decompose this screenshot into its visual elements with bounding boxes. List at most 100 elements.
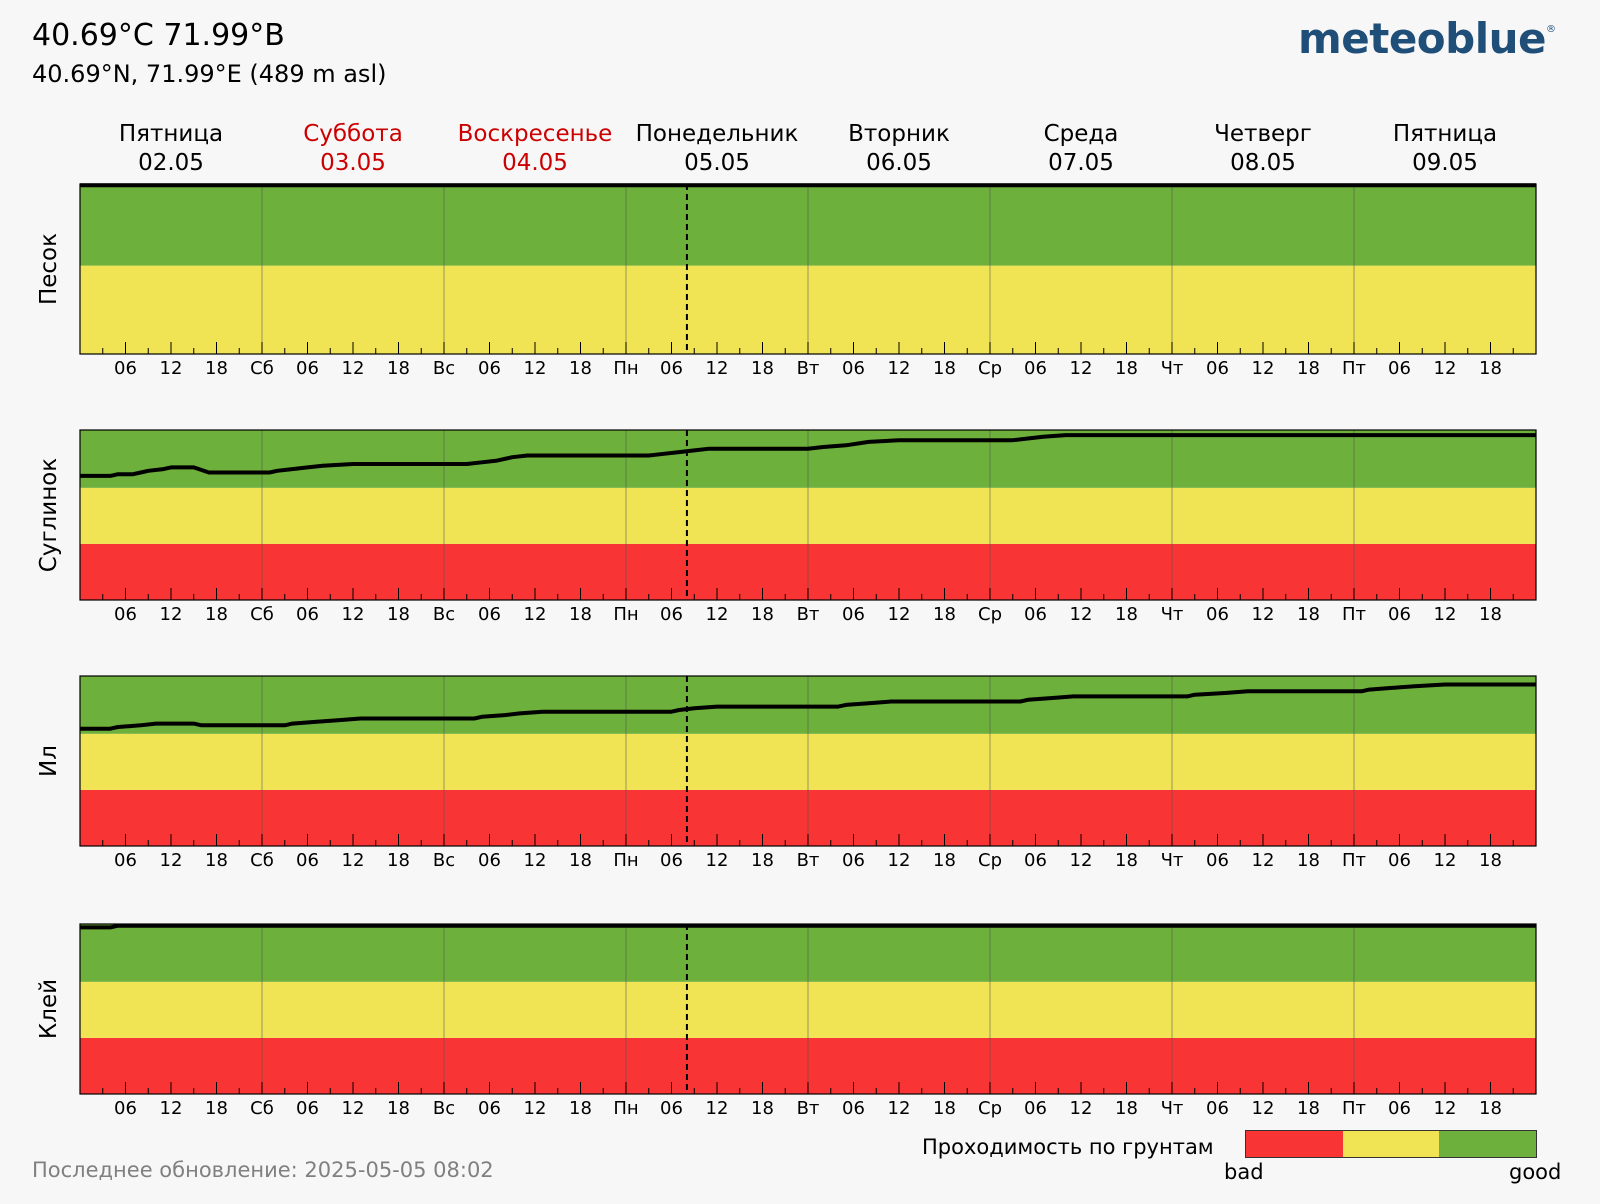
trafficability-line bbox=[80, 682, 1536, 731]
hour-tick-label: 18 bbox=[1479, 1098, 1502, 1119]
day-name-label: Пятница bbox=[1393, 121, 1497, 147]
hour-tick-label: 12 bbox=[1252, 604, 1275, 625]
day-abbr-tick-label: Пн bbox=[613, 604, 638, 625]
hour-tick-label: 18 bbox=[1115, 1098, 1138, 1119]
hour-tick-label: 18 bbox=[1479, 358, 1502, 379]
day-abbr-tick-label: Сб bbox=[250, 604, 274, 625]
day-abbr-tick-label: Вс bbox=[433, 358, 455, 379]
hour-tick-label: 12 bbox=[1070, 1098, 1093, 1119]
hour-tick-label: 18 bbox=[569, 358, 592, 379]
hour-tick-label: 18 bbox=[1479, 604, 1502, 625]
legend-bad-swatch bbox=[1246, 1131, 1343, 1157]
panel-y-label: Клей bbox=[36, 979, 62, 1039]
day-abbr-tick-label: Вт bbox=[797, 1098, 820, 1119]
hour-tick-label: 12 bbox=[1252, 850, 1275, 871]
hour-tick-label: 12 bbox=[1070, 604, 1093, 625]
meteoblue-logo[interactable]: meteoblue® bbox=[1298, 14, 1556, 63]
hour-tick-label: 06 bbox=[478, 1098, 501, 1119]
hour-tick-label: 12 bbox=[888, 604, 911, 625]
hour-tick-label: 06 bbox=[114, 850, 137, 871]
hour-tick-label: 06 bbox=[842, 604, 865, 625]
hour-tick-label: 06 bbox=[296, 1098, 319, 1119]
hour-tick-label: 18 bbox=[751, 358, 774, 379]
hour-tick-label: 18 bbox=[933, 358, 956, 379]
hour-tick-label: 06 bbox=[296, 604, 319, 625]
day-name-label: Четверг bbox=[1214, 121, 1312, 147]
hour-tick-label: 06 bbox=[660, 604, 683, 625]
day-abbr-tick-label: Вс bbox=[433, 604, 455, 625]
day-date-label: 09.05 bbox=[1412, 150, 1478, 176]
hour-tick-label: 06 bbox=[660, 1098, 683, 1119]
hour-tick-label: 18 bbox=[751, 604, 774, 625]
panel-y-label: Суглинок bbox=[36, 458, 62, 573]
legend-colorbar bbox=[1245, 1130, 1537, 1158]
hour-tick-label: 12 bbox=[1434, 850, 1457, 871]
legend-medium-swatch bbox=[1342, 1131, 1440, 1157]
hour-tick-label: 06 bbox=[660, 358, 683, 379]
day-date-label: 04.05 bbox=[502, 150, 568, 176]
day-date-label: 02.05 bbox=[138, 150, 204, 176]
day-abbr-tick-label: Пн bbox=[613, 850, 638, 871]
hour-tick-label: 12 bbox=[706, 850, 729, 871]
legend-good-swatch bbox=[1439, 1131, 1537, 1157]
hour-tick-label: 18 bbox=[1479, 850, 1502, 871]
hour-tick-label: 12 bbox=[524, 358, 547, 379]
hour-tick-label: 18 bbox=[1297, 358, 1320, 379]
hour-tick-label: 06 bbox=[114, 604, 137, 625]
hour-tick-label: 12 bbox=[706, 604, 729, 625]
day-abbr-tick-label: Сб bbox=[250, 850, 274, 871]
day-abbr-tick-label: Пт bbox=[1342, 604, 1366, 625]
hour-tick-label: 06 bbox=[478, 358, 501, 379]
hour-tick-label: 06 bbox=[1388, 358, 1411, 379]
day-abbr-tick-label: Чт bbox=[1161, 850, 1184, 871]
hour-tick-label: 18 bbox=[751, 1098, 774, 1119]
hour-tick-label: 18 bbox=[1297, 1098, 1320, 1119]
day-abbr-tick-label: Пт bbox=[1342, 358, 1366, 379]
hour-tick-label: 18 bbox=[569, 850, 592, 871]
day-abbr-tick-label: Пн bbox=[613, 1098, 638, 1119]
registered-mark: ® bbox=[1546, 24, 1556, 35]
day-abbr-tick-label: Вс bbox=[433, 1098, 455, 1119]
hour-tick-label: 18 bbox=[387, 850, 410, 871]
hour-tick-label: 06 bbox=[1206, 1098, 1229, 1119]
hour-tick-label: 12 bbox=[1070, 358, 1093, 379]
legend-bad-label: bad bbox=[1224, 1160, 1264, 1184]
hour-tick-label: 18 bbox=[933, 604, 956, 625]
day-abbr-tick-label: Пт bbox=[1342, 1098, 1366, 1119]
hour-tick-label: 06 bbox=[1206, 850, 1229, 871]
hour-tick-label: 06 bbox=[1024, 850, 1047, 871]
trafficability-line bbox=[80, 923, 1536, 930]
hour-tick-label: 12 bbox=[706, 1098, 729, 1119]
hour-tick-label: 06 bbox=[1206, 358, 1229, 379]
hour-tick-label: 12 bbox=[524, 850, 547, 871]
panel-y-label: Песок bbox=[36, 233, 62, 305]
day-name-label: Суббота bbox=[303, 121, 403, 147]
hour-tick-label: 06 bbox=[114, 358, 137, 379]
hour-tick-label: 12 bbox=[160, 850, 183, 871]
hour-tick-label: 12 bbox=[342, 1098, 365, 1119]
hour-tick-label: 12 bbox=[524, 604, 547, 625]
day-date-label: 03.05 bbox=[320, 150, 386, 176]
hour-tick-label: 18 bbox=[205, 358, 228, 379]
logo-text: meteoblue bbox=[1298, 14, 1547, 63]
day-abbr-tick-label: Пн bbox=[613, 358, 638, 379]
hour-tick-label: 18 bbox=[1115, 604, 1138, 625]
last-updated: Последнее обновление: 2025-05-05 08:02 bbox=[32, 1158, 494, 1182]
hour-tick-label: 06 bbox=[660, 850, 683, 871]
legend-good-label: good bbox=[1509, 1160, 1562, 1184]
hour-tick-label: 12 bbox=[160, 358, 183, 379]
hour-tick-label: 12 bbox=[1252, 1098, 1275, 1119]
hour-tick-label: 12 bbox=[342, 604, 365, 625]
day-name-label: Воскресенье bbox=[458, 121, 613, 147]
hour-tick-label: 06 bbox=[842, 850, 865, 871]
hour-tick-label: 06 bbox=[1388, 604, 1411, 625]
hour-tick-label: 12 bbox=[342, 850, 365, 871]
day-abbr-tick-label: Сб bbox=[250, 358, 274, 379]
hour-tick-label: 12 bbox=[706, 358, 729, 379]
hour-tick-label: 06 bbox=[1206, 604, 1229, 625]
hour-tick-label: 18 bbox=[1297, 850, 1320, 871]
day-abbr-tick-label: Сб bbox=[250, 1098, 274, 1119]
hour-tick-label: 06 bbox=[1388, 1098, 1411, 1119]
hour-tick-label: 18 bbox=[387, 358, 410, 379]
hour-tick-label: 18 bbox=[387, 1098, 410, 1119]
